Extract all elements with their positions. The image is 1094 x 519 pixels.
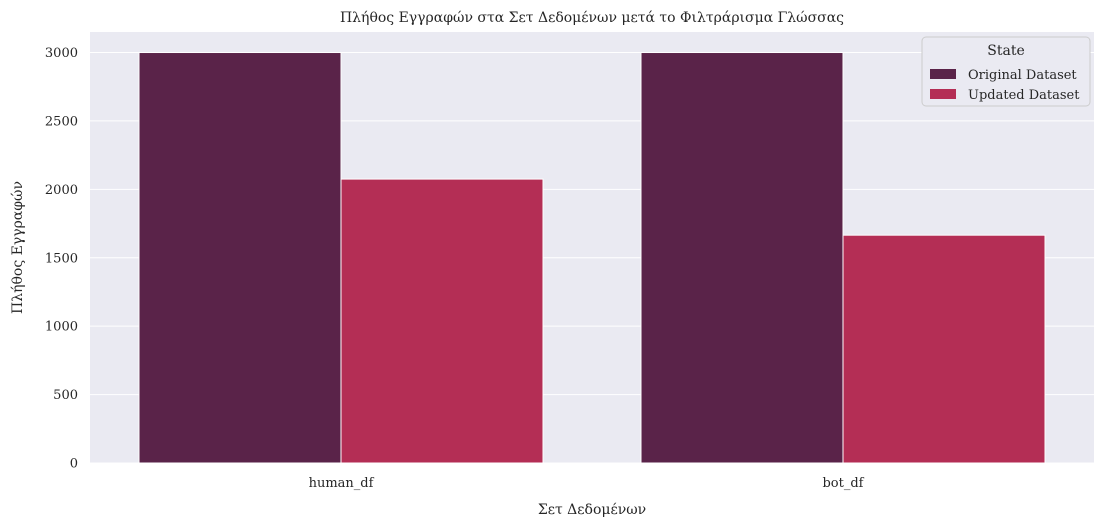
y-tick-label: 2500: [45, 114, 78, 129]
y-axis-ticks: 0 500 1000 1500 2000 2500 3000: [45, 46, 78, 471]
y-tick-label: 1000: [45, 320, 78, 335]
legend-label: Updated Dataset: [968, 88, 1080, 103]
bar-bot_df-original: [640, 52, 844, 464]
legend: State Original Dataset Updated Dataset: [921, 36, 1091, 107]
y-tick-label: 2000: [45, 183, 78, 198]
y-tick-label: 500: [53, 388, 78, 403]
legend-swatch: [930, 69, 956, 79]
legend-box: [921, 36, 1091, 107]
bar-bot_df-updated: [842, 234, 1046, 464]
x-axis-ticks: human_df bot_df: [309, 476, 865, 491]
y-axis-label: Πλήθος Εγγραφών: [10, 181, 26, 314]
bar-human_df-updated: [340, 178, 544, 464]
chart-title: Πλήθος Εγγραφών στα Σετ Δεδομένων μετά τ…: [340, 9, 844, 26]
bar-human_df-original: [138, 52, 342, 464]
legend-title: State: [987, 43, 1024, 59]
x-tick-label: human_df: [309, 476, 375, 491]
y-tick-label: 1500: [45, 251, 78, 266]
legend-swatch: [930, 89, 956, 99]
bars: [138, 52, 1046, 464]
x-tick-label: bot_df: [822, 476, 864, 491]
y-tick-label: 0: [70, 457, 78, 472]
x-axis-label: Σετ Δεδομένων: [538, 501, 646, 518]
y-tick-label: 3000: [45, 46, 78, 61]
legend-items: Original Dataset Updated Dataset: [930, 68, 1080, 103]
legend-label: Original Dataset: [968, 68, 1077, 83]
